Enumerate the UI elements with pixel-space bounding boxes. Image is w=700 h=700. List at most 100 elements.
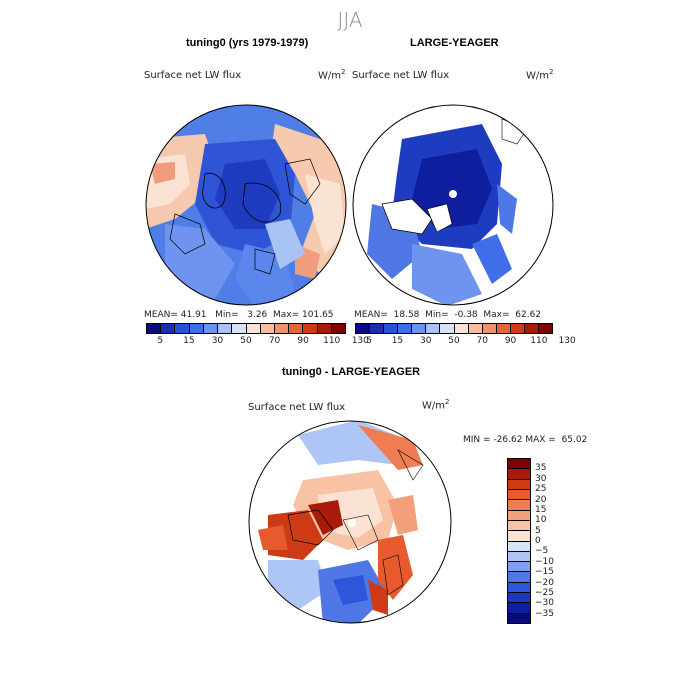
colorbar-swatch (303, 324, 318, 333)
colorbar-swatch (482, 324, 497, 333)
diff-stats: MIN = -26.62 MAX = 65.02 (463, 435, 587, 445)
colorbar-tick-label: 90 (297, 336, 309, 346)
diff-max-label: MAX = (525, 435, 556, 445)
colorbar-swatch (454, 324, 469, 333)
colorbar-swatch (508, 572, 530, 583)
diff-variable-label: Surface net LW flux (248, 402, 346, 413)
colorbar-swatch (147, 324, 162, 333)
diff-max-value: 65.02 (561, 435, 588, 445)
diff-units: W/m2 (422, 398, 450, 412)
colorbar-tick-label: −10 (535, 556, 554, 567)
colorbar-swatch (510, 324, 525, 333)
colorbar-swatch (508, 541, 530, 552)
colorbar-tick-label: −5 (535, 546, 549, 557)
colorbar-tick-label: 20 (535, 494, 547, 505)
colorbar-swatch (524, 324, 540, 333)
colorbar-swatch (356, 324, 371, 333)
diff-map (248, 420, 452, 624)
right-max-label: Max= (483, 310, 510, 320)
left-map (145, 104, 347, 306)
diff-colorbar-ticks: 35 30 25 20 15 10 5 0 −5 −10 −15 −20 −25 −30 −35 (535, 458, 575, 622)
diff-min-label: MIN = (463, 435, 491, 445)
colorbar-tick-label: 110 (323, 336, 341, 346)
colorbar-swatch (246, 324, 261, 333)
colorbar-tick-label: 50 (240, 336, 252, 346)
colorbar-tick-label: 110 (530, 336, 548, 346)
colorbar-tick-label: 35 (535, 463, 547, 474)
colorbar-swatch (317, 324, 332, 333)
colorbar-swatch (175, 324, 190, 333)
left-colorbar-ticks: 5 15 30 50 70 90 110 130 (146, 336, 368, 348)
colorbar-tick-label: 15 (183, 336, 195, 346)
colorbar-swatch (384, 324, 399, 333)
colorbar-swatch (496, 324, 511, 333)
left-colorbar (146, 323, 346, 334)
right-mean-label: MEAN= (354, 310, 388, 320)
colorbar-tick-label: 5 (535, 525, 541, 536)
colorbar-swatch (203, 324, 219, 333)
right-max-value: 62.62 (515, 310, 542, 320)
colorbar-swatch (218, 324, 233, 333)
colorbar-tick-label: 10 (535, 515, 547, 526)
colorbar-swatch (508, 510, 530, 521)
left-mean-label: MEAN= (144, 310, 178, 320)
colorbar-swatch (426, 324, 441, 333)
left-stats: MEAN= 41.91 Min= 3.26 Max= 101.65 (144, 310, 334, 320)
colorbar-tick-label: 30 (535, 473, 547, 484)
diff-colorbar (507, 458, 531, 624)
colorbar-tick-label: 130 (558, 336, 576, 346)
colorbar-tick-label: −25 (535, 587, 554, 598)
colorbar-swatch (508, 459, 530, 470)
colorbar-tick-label: 30 (211, 336, 224, 346)
colorbar-tick-label: −15 (535, 567, 554, 578)
left-mean-value: 41.91 (180, 310, 207, 320)
colorbar-swatch (260, 324, 275, 333)
colorbar-swatch (508, 562, 530, 573)
colorbar-tick-label: 90 (504, 336, 517, 346)
season-title: JJA (337, 8, 363, 32)
colorbar-swatch (508, 520, 530, 532)
left-units: W/m2 (318, 68, 346, 82)
colorbar-swatch (508, 613, 530, 623)
diff-map-warm-north (358, 425, 423, 470)
colorbar-tick-label: −20 (535, 577, 554, 588)
colorbar-tick-label: 15 (535, 504, 547, 515)
right-min-label: Min= (425, 310, 449, 320)
right-panel-title: LARGE-YEAGER (410, 37, 499, 49)
colorbar-tick-label: 70 (476, 336, 489, 346)
colorbar-swatch (508, 489, 530, 501)
left-max-label: Max= (273, 310, 300, 320)
colorbar-swatch (508, 551, 530, 563)
colorbar-swatch (331, 324, 346, 333)
colorbar-tick-label: 70 (268, 336, 281, 346)
left-min-value: 3.26 (247, 310, 268, 320)
colorbar-tick-label: 5 (366, 336, 373, 346)
colorbar-swatch (539, 324, 553, 333)
colorbar-swatch (508, 500, 530, 511)
colorbar-swatch (468, 324, 483, 333)
colorbar-tick-label: 0 (535, 536, 541, 546)
colorbar-swatch (274, 324, 290, 333)
right-variable-label: Surface net LW flux (352, 70, 450, 81)
right-min-value: -0.38 (454, 310, 478, 320)
colorbar-swatch (508, 479, 530, 490)
colorbar-tick-label: 50 (448, 336, 460, 346)
colorbar-swatch (508, 582, 530, 594)
colorbar-tick-label: 30 (419, 336, 432, 346)
left-panel-title: tuning0 (yrs 1979-1979) (186, 37, 309, 49)
right-stats: MEAN= 18.58 Min= -0.38 Max= 62.62 (354, 310, 541, 320)
colorbar-swatch (232, 324, 247, 333)
colorbar-tick-label: 5 (157, 336, 164, 346)
colorbar-swatch (161, 324, 176, 333)
colorbar-swatch (440, 324, 455, 333)
colorbar-swatch (508, 531, 530, 542)
right-map (352, 104, 554, 306)
colorbar-tick-label: 25 (535, 484, 547, 495)
right-colorbar-ticks: 5 15 30 50 70 90 110 130 (355, 336, 575, 348)
colorbar-swatch (412, 324, 427, 333)
colorbar-tick-label: 15 (391, 336, 404, 346)
left-max-value: 101.65 (302, 310, 334, 320)
colorbar-tick-label: −30 (535, 598, 554, 609)
diff-panel-title: tuning0 - LARGE-YEAGER (282, 366, 421, 378)
colorbar-swatch (508, 469, 530, 480)
